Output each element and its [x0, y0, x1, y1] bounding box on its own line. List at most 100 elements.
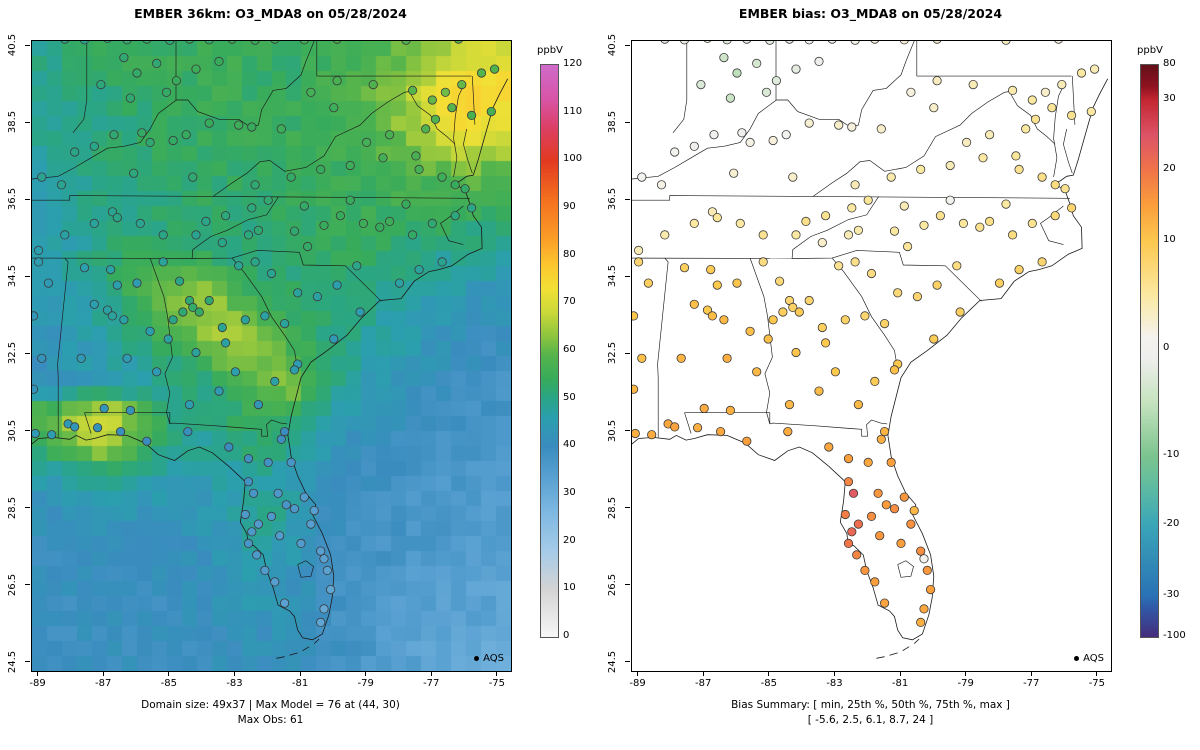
map-boundary-line: [169, 419, 288, 437]
colorbar-tick-label: 10: [563, 582, 576, 594]
colorbar-tick-label: 70: [563, 296, 576, 308]
aqs-station-dot: [411, 151, 421, 161]
aqs-station-dot: [1066, 110, 1077, 121]
aqs-station-dot: [771, 76, 781, 86]
y-axis-tick-label: 36.5: [7, 188, 18, 211]
aqs-station-dot: [329, 334, 339, 344]
aqs-station-dot: [870, 41, 879, 44]
aqs-station-dot: [112, 213, 122, 223]
aqs-station-dot: [709, 130, 719, 140]
aqs-station-dot: [345, 195, 355, 205]
aqs-station-dot: [785, 41, 794, 44]
aqs-station-dot: [247, 203, 257, 213]
aqs-station-dot: [725, 93, 736, 103]
aqs-station-dot: [332, 41, 342, 44]
aqs-station-dot: [853, 225, 863, 235]
map-boundary-line: [231, 257, 299, 370]
aqs-station-dot: [1011, 151, 1021, 161]
map-boundary-line: [463, 128, 473, 174]
aqs-station-dot: [761, 87, 772, 97]
aqs-station-dot: [1057, 79, 1067, 90]
aqs-station-dot: [932, 280, 942, 290]
y-axis-tick-label: 32.5: [607, 342, 618, 365]
map-boundary-line: [632, 41, 915, 180]
x-axis-tick-label: -89: [29, 678, 46, 689]
aqs-station-dot: [221, 338, 231, 348]
aqs-station-dot: [414, 265, 424, 275]
map-boundary-line: [749, 257, 773, 424]
aqs-station-dot: [1050, 180, 1060, 190]
aqs-station-dot: [260, 565, 270, 576]
x-axis-tick: [1096, 671, 1098, 676]
aqs-station-dot: [906, 87, 916, 97]
aqs-station-dot: [178, 307, 188, 317]
aqs-station-dot: [286, 457, 296, 467]
aqs-station-dot: [142, 436, 152, 446]
x-axis-tick-label: -77: [423, 678, 440, 689]
aqs-station-dot: [281, 500, 291, 510]
map-boundary-line: [684, 412, 692, 434]
aqs-station-dot: [34, 245, 44, 255]
aqs-station-dot: [1027, 95, 1037, 105]
aqs-station-dot: [1040, 87, 1050, 97]
aqs-station-dot: [634, 257, 644, 267]
aqs-station-dot: [899, 492, 909, 502]
aqs-station-dot: [375, 222, 385, 232]
aqs-station-dot: [850, 257, 860, 267]
aqs-station-dot: [489, 64, 500, 74]
aqs-station-dot: [707, 311, 718, 321]
aqs-station-dot: [889, 504, 900, 514]
aqs-station-dot: [204, 118, 214, 128]
aqs-station-dot: [817, 322, 827, 333]
aqs-station-dot: [181, 130, 191, 140]
aqs-station-dot: [407, 230, 418, 240]
aqs-station-dot: [299, 41, 309, 45]
aqs-station-dot: [270, 577, 280, 587]
colorbar-tick-label: 30: [1163, 92, 1176, 104]
aqs-station-dot: [925, 584, 936, 595]
aqs-station-dot: [804, 295, 814, 306]
aqs-station-dot: [37, 172, 47, 182]
aqs-station-dot: [280, 318, 290, 329]
colorbar-tick-label: 20: [563, 534, 576, 546]
aqs-station-dot: [204, 41, 214, 45]
aqs-station-dot: [183, 426, 193, 437]
aqs-station-dot: [394, 278, 405, 288]
aqs-station-dot: [1030, 114, 1041, 124]
map-boundary-line: [657, 257, 669, 438]
aqs-station-dot: [886, 457, 896, 467]
aqs-station-dot: [194, 307, 204, 317]
aqs-station-dot: [263, 457, 273, 467]
aqs-station-dot: [316, 164, 326, 174]
aqs-station-dot: [221, 211, 231, 221]
colorbar-tick-label: -100: [1163, 630, 1186, 641]
aqs-station-dot: [889, 226, 900, 236]
aqs-station-dot: [96, 79, 106, 90]
aqs-station-dot: [732, 68, 742, 78]
x-axis-tick-label: -75: [1088, 678, 1106, 689]
aqs-station-dot: [765, 41, 775, 45]
aqs-station-dot: [712, 280, 722, 290]
y-axis-tick-label: 36.5: [607, 188, 618, 211]
map-boundary-line: [269, 91, 410, 172]
y-axis-tick: [25, 275, 30, 277]
aqs-station-dot: [250, 180, 260, 190]
map-boundary-line: [192, 250, 382, 302]
aqs-station-dot: [876, 434, 886, 444]
aqs-station-dot: [929, 334, 939, 344]
aqs-station-dot: [289, 504, 300, 514]
aqs-station-dot: [460, 184, 470, 194]
aqs-station-dot: [745, 137, 755, 148]
y-axis-tick: [25, 44, 30, 46]
map-boundary-line: [32, 41, 315, 180]
aqs-station-dot: [273, 488, 283, 498]
map-boundary-line: [684, 412, 771, 424]
map-boundary-line: [791, 196, 879, 259]
aqs-legend: AQS: [474, 653, 504, 664]
aqs-station-dot: [352, 261, 362, 271]
aqs-station-dot: [719, 315, 729, 325]
aqs-station-dot: [843, 453, 854, 464]
aqs-station-dot: [437, 257, 447, 267]
aqs-station-dot: [125, 93, 136, 103]
aqs-station-dot: [1037, 172, 1047, 182]
